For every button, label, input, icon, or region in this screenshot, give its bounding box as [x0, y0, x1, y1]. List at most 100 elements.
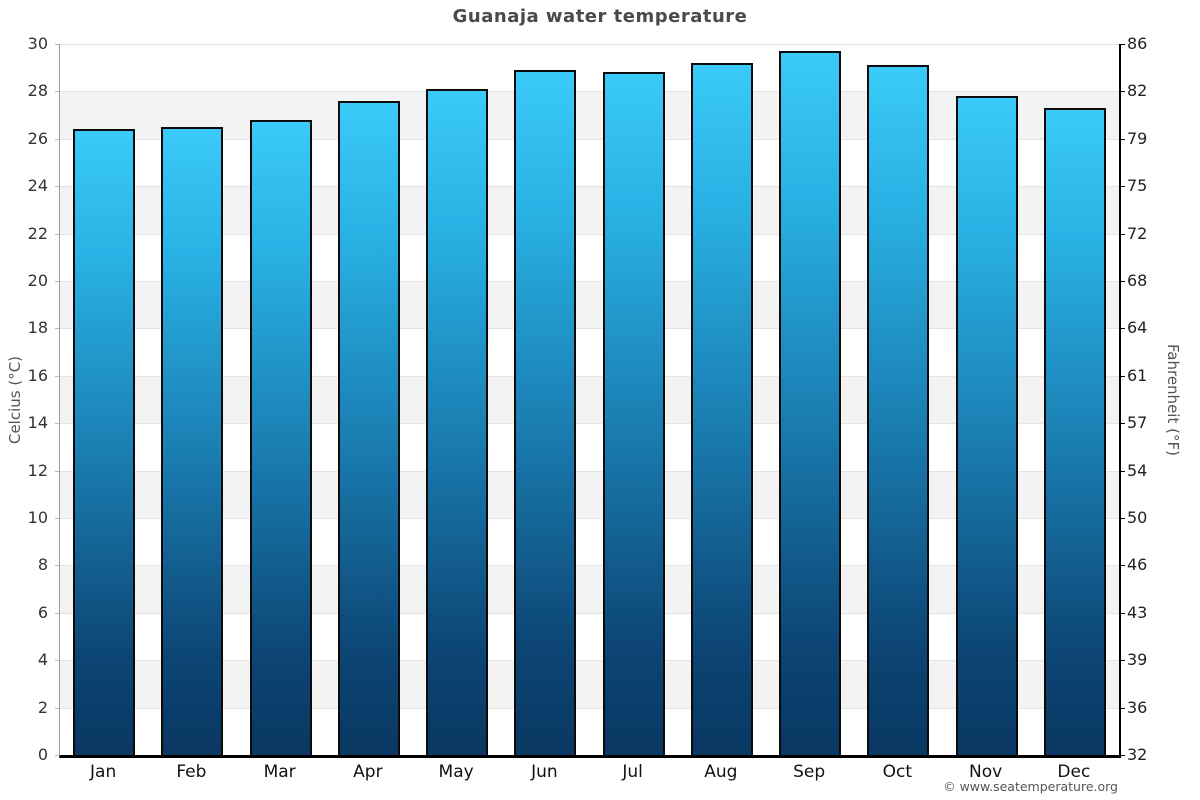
celsius-tick-label: 24	[27, 176, 48, 196]
fahrenheit-tick-label: 72	[1127, 223, 1148, 243]
fahrenheit-tick-label: 36	[1127, 697, 1148, 717]
background-band	[60, 707, 1119, 755]
background-band	[60, 423, 1119, 471]
copyright-credit: © www.seatemperature.org	[943, 779, 1118, 794]
month-label-jan: Jan	[90, 762, 117, 782]
plot-area	[59, 44, 1121, 758]
fahrenheit-tick-mark	[1120, 91, 1125, 93]
celsius-tick-mark	[55, 612, 59, 614]
celsius-tick-mark	[55, 186, 59, 188]
fahrenheit-tick-mark	[1120, 423, 1125, 425]
background-band	[60, 612, 1119, 661]
background-band	[60, 565, 1119, 613]
celsius-tick-label: 2	[37, 697, 48, 717]
fahrenheit-tick-mark	[1120, 233, 1125, 235]
background-band	[60, 660, 1119, 708]
background-band	[60, 375, 1119, 424]
fahrenheit-tick-label: 79	[1127, 128, 1148, 148]
month-label-nov: Nov	[969, 762, 1003, 782]
fahrenheit-tick-label: 68	[1127, 271, 1148, 290]
month-label-jun: Jun	[531, 762, 558, 782]
celsius-tick-mark	[55, 707, 59, 709]
celsius-tick-label: 10	[27, 508, 48, 527]
fahrenheit-tick-label: 54	[1127, 460, 1148, 480]
month-label-oct: Oct	[882, 762, 913, 782]
celsius-tick-mark	[55, 423, 59, 425]
bar-may	[426, 89, 489, 755]
celsius-tick-label: 0	[37, 745, 48, 764]
fahrenheit-tick-mark	[1120, 707, 1125, 709]
month-label-sep: Sep	[793, 762, 826, 782]
fahrenheit-tick-label: 46	[1127, 555, 1148, 575]
celsius-tick-label: 18	[27, 318, 48, 338]
fahrenheit-tick-mark	[1120, 375, 1125, 377]
month-label-aug: Aug	[704, 762, 738, 782]
celsius-tick-mark	[55, 518, 59, 519]
background-band	[60, 138, 1119, 187]
month-label-mar: Mar	[263, 762, 296, 782]
bar-jun	[514, 70, 577, 755]
fahrenheit-tick-mark	[1120, 328, 1125, 330]
fahrenheit-tick-label: 75	[1127, 176, 1148, 196]
celsius-tick-mark	[55, 375, 59, 377]
month-label-feb: Feb	[176, 762, 207, 782]
fahrenheit-tick-label: 82	[1127, 81, 1148, 101]
fahrenheit-tick-mark	[1120, 565, 1125, 567]
celsius-tick-label: 14	[27, 413, 48, 433]
fahrenheit-tick-mark	[1120, 138, 1125, 140]
celsius-tick-label: 22	[27, 223, 48, 243]
fahrenheit-tick-mark	[1120, 755, 1125, 756]
bar-jul	[602, 72, 665, 755]
fahrenheit-axis-title: Fahrenheit (°F)	[1164, 344, 1182, 456]
celsius-tick-label: 28	[27, 81, 48, 101]
bar-mar	[249, 119, 312, 755]
background-band	[60, 328, 1119, 376]
celsius-tick-mark	[55, 565, 59, 567]
celsius-tick-mark	[55, 91, 59, 93]
fahrenheit-tick-mark	[1120, 44, 1125, 45]
fahrenheit-tick-label: 64	[1127, 318, 1148, 338]
fahrenheit-tick-mark	[1120, 612, 1125, 614]
celsius-tick-mark	[55, 44, 59, 45]
background-band	[60, 518, 1119, 566]
celsius-tick-label: 4	[37, 650, 48, 670]
background-band	[60, 233, 1119, 281]
celsius-tick-mark	[55, 281, 59, 282]
celsius-tick-mark	[55, 233, 59, 235]
fahrenheit-tick-label: 61	[1127, 365, 1148, 385]
fahrenheit-tick-mark	[1120, 660, 1125, 662]
background-band	[60, 281, 1119, 329]
bar-sep	[779, 51, 842, 755]
fahrenheit-tick-label: 57	[1127, 413, 1148, 433]
chart-title: Guanaja water temperature	[452, 6, 748, 27]
bar-dec	[1043, 107, 1106, 755]
bar-aug	[690, 62, 753, 755]
celsius-tick-mark	[55, 470, 59, 472]
fahrenheit-tick-label: 32	[1127, 745, 1148, 764]
background-band	[60, 470, 1119, 518]
background-band	[60, 44, 1119, 92]
month-label-jul: Jul	[622, 762, 643, 782]
fahrenheit-tick-mark	[1120, 281, 1125, 282]
celsius-tick-label: 20	[27, 271, 48, 290]
bar-feb	[161, 126, 224, 755]
celsius-tick-mark	[55, 755, 59, 756]
bar-apr	[337, 100, 400, 755]
bar-jan	[73, 129, 136, 755]
celsius-tick-label: 6	[37, 602, 48, 622]
fahrenheit-tick-label: 43	[1127, 602, 1148, 622]
celsius-tick-label: 12	[27, 460, 48, 480]
fahrenheit-tick-label: 50	[1127, 508, 1148, 527]
bar-oct	[867, 65, 930, 755]
celsius-tick-mark	[55, 660, 59, 662]
month-label-dec: Dec	[1057, 762, 1091, 782]
bar-nov	[955, 96, 1018, 755]
fahrenheit-tick-label: 39	[1127, 650, 1148, 670]
celsius-tick-label: 26	[27, 128, 48, 148]
month-label-may: May	[438, 762, 474, 782]
background-band	[60, 91, 1119, 139]
fahrenheit-tick-label: 86	[1127, 34, 1148, 53]
background-band	[60, 186, 1119, 234]
fahrenheit-tick-mark	[1120, 186, 1125, 188]
